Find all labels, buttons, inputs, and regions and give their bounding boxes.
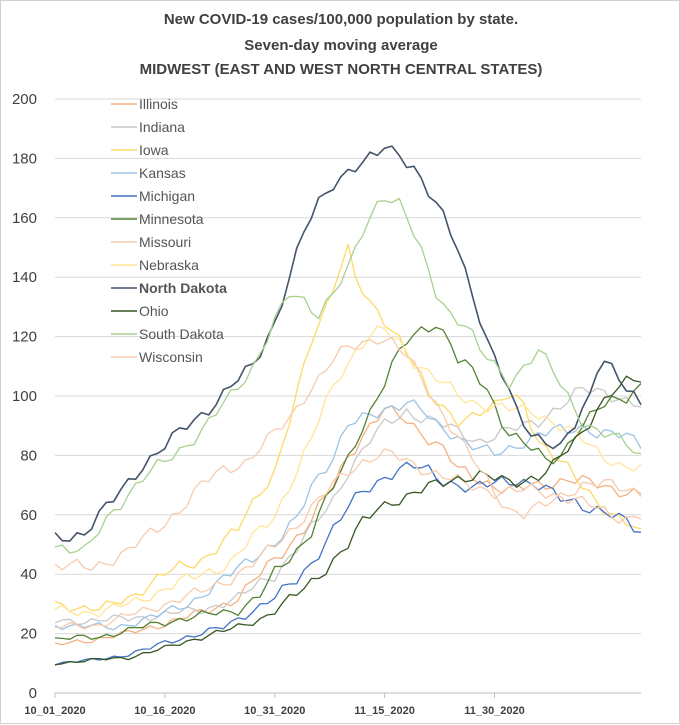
legend-label: Illinois — [139, 96, 178, 112]
legend-label: Indiana — [139, 119, 185, 135]
y-tick-label: 60 — [20, 507, 37, 524]
series-line-ohio — [54, 375, 642, 666]
x-tick-label: 10_01_2020 — [24, 705, 85, 717]
chart-subtitle-region: MIDWEST (EAST AND WEST NORTH CENTRAL STA… — [139, 61, 543, 78]
legend-label: Minnesota — [139, 211, 204, 227]
y-tick-label: 120 — [12, 329, 37, 346]
series-line-illinois — [54, 405, 642, 646]
y-tick-label: 180 — [12, 150, 37, 167]
axes: 0 20 40 60 80 100 120 140 160 180 200 10_01_2020 10_… — [12, 91, 641, 717]
series-line-nebraska — [54, 325, 642, 618]
chart-subtitle: Seven-day moving average — [244, 37, 438, 54]
chart-title: New COVID-19 cases/100,000 population by… — [163, 11, 519, 28]
legend-label: Nebraska — [139, 257, 199, 273]
x-tick-label: 11_15_2020 — [354, 705, 415, 717]
legend-label: Kansas — [139, 165, 186, 181]
grid-lines — [55, 98, 641, 635]
series-line-wisconsin — [54, 336, 642, 571]
series-line-south-dakota — [54, 197, 642, 554]
series-lines — [54, 145, 642, 666]
y-tick-label: 40 — [20, 566, 37, 583]
legend: Illinois Indiana Iowa Kansas Michigan Minneso… — [111, 96, 227, 365]
y-tick-label: 200 — [12, 91, 37, 108]
series-line-missouri — [54, 448, 642, 630]
series-line-iowa — [54, 243, 642, 613]
series-line-indiana — [54, 386, 642, 626]
y-tick-label: 100 — [12, 388, 37, 405]
y-tick-label: 80 — [20, 447, 37, 464]
x-tick-label: 10_31_2020 — [244, 705, 305, 717]
series-line-north-dakota — [54, 145, 642, 542]
y-tick-label: 160 — [12, 210, 37, 227]
legend-label: South Dakota — [139, 326, 224, 342]
legend-label: Wisconsin — [139, 349, 203, 365]
legend-label: Michigan — [139, 188, 195, 204]
legend-label: Ohio — [139, 303, 169, 319]
legend-label: Iowa — [139, 142, 169, 158]
series-line-michigan — [54, 461, 642, 666]
y-tick-label: 20 — [20, 626, 37, 643]
series-line-minnesota — [54, 326, 642, 640]
x-tick-label: 10_16_2020 — [134, 705, 195, 717]
x-tick-label: 11_30_2020 — [464, 705, 525, 717]
y-tick-label: 140 — [12, 269, 37, 286]
y-tick-label: 0 — [29, 685, 37, 702]
series-line-kansas — [54, 399, 642, 631]
legend-label: North Dakota — [139, 280, 227, 296]
legend-label: Missouri — [139, 234, 191, 250]
